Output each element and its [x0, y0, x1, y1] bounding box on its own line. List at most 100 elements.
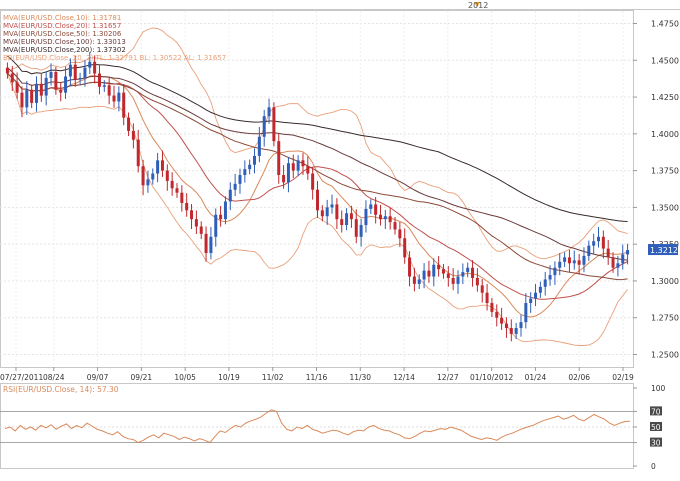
- candle-down: [403, 238, 407, 258]
- candle-down: [485, 292, 489, 304]
- rsi-tick-label: 100: [651, 384, 666, 393]
- candle-down: [190, 210, 194, 220]
- candle-down: [340, 219, 344, 226]
- candle-up: [228, 189, 232, 202]
- ma-50-line: [7, 73, 628, 281]
- date-tick-label: 10/19: [218, 373, 240, 382]
- candle-up: [233, 183, 237, 190]
- candle-down: [611, 257, 615, 268]
- candle-up: [78, 77, 82, 80]
- indicator-legend: MVA(EUR/USD.Close,10): 1.31781MVA(EUR/US…: [3, 14, 226, 62]
- candle-down: [378, 214, 382, 220]
- candle-up: [214, 214, 218, 237]
- candle-down: [291, 163, 295, 171]
- year-marker-icon: [474, 2, 480, 7]
- rsi-tick-badge: [650, 406, 662, 416]
- candle-down: [204, 233, 208, 253]
- candle-up: [548, 275, 552, 280]
- price-axis: 1.4750 1.4500 1.4250 1.4000 1.3750 1.3500 1.32…: [633, 20, 679, 359]
- candle-down: [59, 89, 63, 93]
- candle-down: [490, 303, 494, 312]
- candle-down: [412, 276, 416, 284]
- date-tick-label: 09/21: [131, 373, 153, 382]
- rsi-guide-lines: [0, 410, 633, 444]
- candle-down: [185, 202, 189, 211]
- date-tick-label: 12/14: [393, 373, 415, 382]
- candle-down: [441, 269, 445, 274]
- candle-down: [335, 204, 339, 220]
- candle-down: [93, 61, 97, 74]
- date-tick-label: 11/16: [306, 373, 328, 382]
- rsi-line: [4, 409, 631, 444]
- last-price-tag: 1.32120: [648, 244, 680, 256]
- candle-down: [282, 175, 286, 183]
- candle-down: [301, 160, 305, 167]
- candle-down: [131, 130, 135, 140]
- candle-up: [88, 61, 92, 68]
- candle-down: [170, 180, 174, 189]
- candle-up: [553, 267, 557, 276]
- rsi-tick-badge: [650, 422, 662, 431]
- candle-down: [437, 264, 441, 270]
- candle-down: [194, 219, 198, 227]
- candle-up: [534, 292, 538, 299]
- year-marker-label: 2012: [468, 1, 488, 10]
- candle-up: [582, 255, 586, 265]
- candle-up: [626, 250, 630, 255]
- date-tick-label: 10/05: [174, 373, 196, 382]
- candle-up: [248, 164, 252, 170]
- rsi-axis: 100 70 50 30 0: [633, 384, 666, 471]
- moving-average-lines: [7, 55, 628, 318]
- candle-down: [451, 278, 455, 284]
- candle-up: [538, 286, 542, 293]
- candle-down: [349, 213, 353, 220]
- candle-up: [243, 169, 247, 176]
- candle-down: [475, 278, 479, 286]
- price-tick-label: 1.4250: [651, 93, 679, 102]
- candle-up: [267, 107, 271, 117]
- candle-down: [500, 317, 504, 324]
- rsi-tick-label: 70: [651, 407, 661, 416]
- candle-down: [10, 73, 14, 83]
- candle-up: [330, 204, 334, 208]
- candle-up: [621, 254, 625, 264]
- bollinger-upper-band: [7, 27, 628, 260]
- candle-up: [25, 89, 29, 108]
- candle-down: [388, 216, 392, 223]
- rsi-series-line: [4, 409, 631, 444]
- candle-down: [320, 210, 324, 217]
- candle-down: [20, 92, 24, 108]
- date-tick-label: 09/07: [87, 373, 109, 382]
- candle-down: [5, 67, 9, 74]
- candle-up: [83, 67, 87, 78]
- date-axis: 07/27/2011 08/24 09/07 09/21 10/05 10/19 11/02…: [0, 367, 634, 382]
- legend-entry: MVA(EUR/USD.Close,200): 1.37302: [3, 46, 126, 54]
- candle-up: [529, 298, 533, 304]
- candle-down: [30, 89, 34, 103]
- candle-down: [374, 204, 378, 215]
- candle-up: [543, 279, 547, 287]
- candle-up: [345, 213, 349, 226]
- candle-up: [238, 175, 242, 184]
- candle-up: [466, 267, 470, 273]
- price-tick-label: 1.4000: [651, 130, 679, 139]
- price-tick-label: 1.3000: [651, 277, 679, 286]
- candle-down: [471, 267, 475, 278]
- legend-entry: MVA(EUR/USD.Close,10): 1.31781: [3, 14, 121, 22]
- legend-entry: MVA(EUR/USD.Close,20): 1.31657: [3, 22, 121, 30]
- legend-entry: MVA(EUR/USD.Close,50): 1.30206: [3, 30, 122, 38]
- candle-up: [461, 272, 465, 277]
- candle-down: [180, 192, 184, 203]
- candle-down: [606, 248, 610, 258]
- last-price-value: 1.32120: [650, 246, 680, 255]
- candle-down: [141, 166, 145, 186]
- candlesticks: [5, 51, 630, 342]
- candle-up: [572, 260, 576, 264]
- candle-down: [277, 141, 281, 176]
- candle-up: [156, 160, 160, 174]
- rsi-tick-label: 50: [651, 423, 661, 432]
- candle-up: [102, 85, 106, 87]
- candle-down: [306, 166, 310, 174]
